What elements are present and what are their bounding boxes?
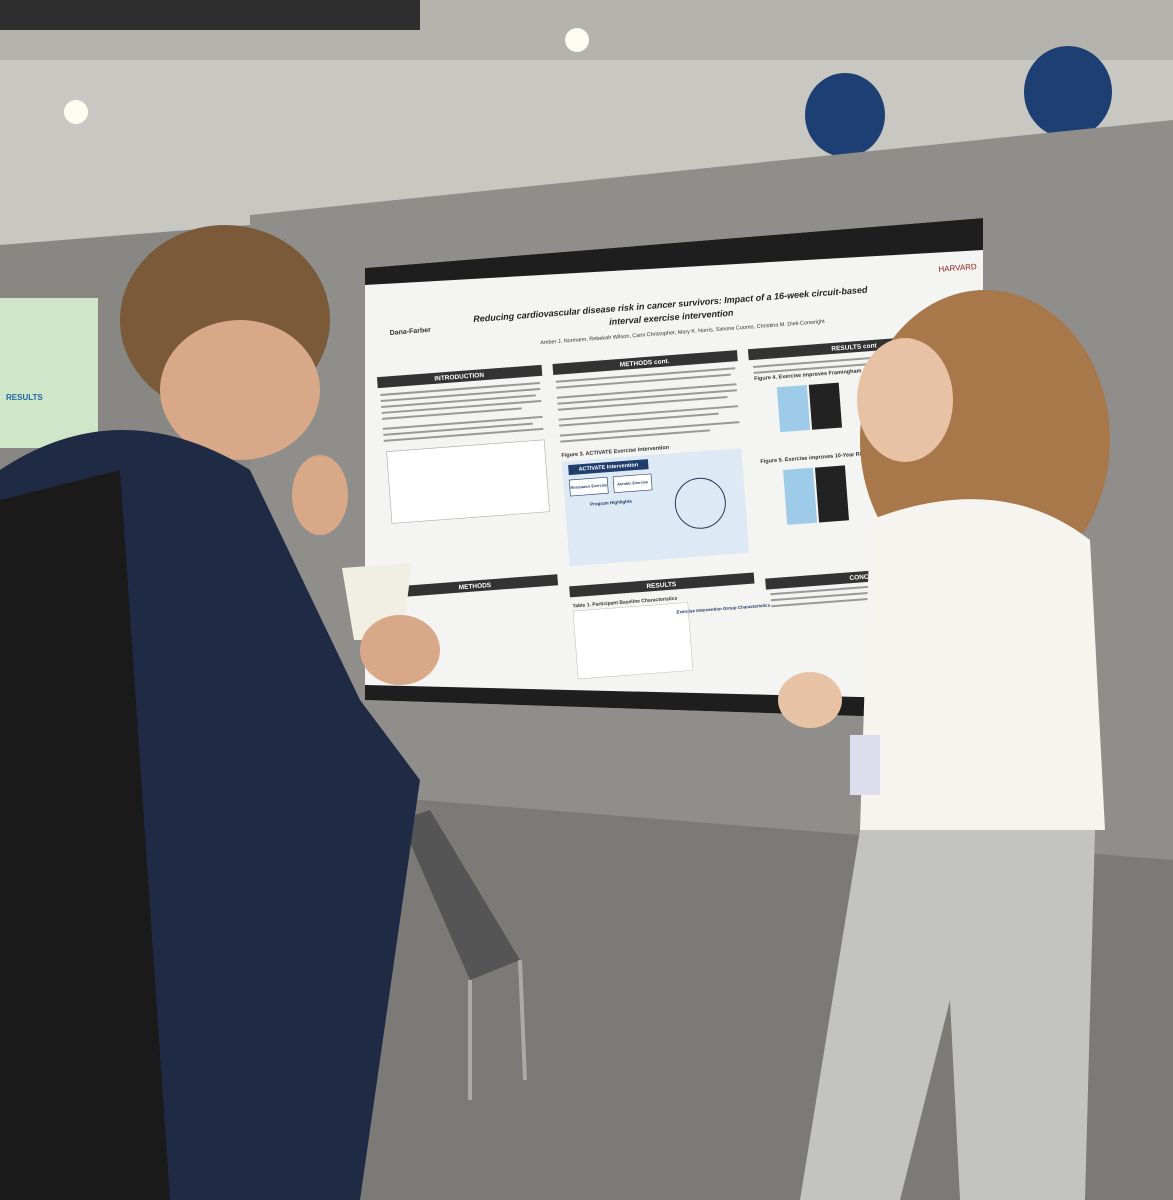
section-bar — [569, 572, 755, 598]
section-bar — [392, 574, 559, 598]
text-line — [560, 429, 710, 443]
section-bar — [552, 350, 738, 375]
intervention-banner — [568, 459, 649, 476]
table-1 — [572, 602, 694, 680]
section-bar — [747, 337, 909, 361]
text-line — [557, 389, 738, 405]
text-line — [382, 407, 522, 420]
chart-bar — [808, 382, 843, 430]
text-line — [557, 395, 728, 411]
chair — [400, 810, 520, 980]
section-heading: RESULTS cont — [831, 342, 878, 352]
section-heading: METHODS cont. — [620, 358, 670, 369]
exercise-circuit — [674, 477, 726, 529]
figure-1 — [386, 439, 550, 524]
text-line — [556, 383, 737, 399]
logo-text: Dana-Farber — [389, 327, 431, 337]
text-line — [381, 394, 536, 408]
section-bar — [376, 364, 543, 389]
text-line — [380, 381, 540, 396]
figure-3 — [561, 448, 750, 567]
badge — [850, 735, 880, 795]
chart-bar — [814, 465, 850, 523]
light — [565, 28, 589, 52]
section-heading: METHODS — [458, 582, 492, 591]
text-line — [382, 415, 543, 430]
body-text-lines — [380, 354, 921, 608]
text-line — [383, 422, 533, 436]
duct — [1024, 46, 1112, 138]
exercise-box — [612, 473, 653, 494]
text-line — [558, 405, 739, 421]
side-poster-heading: RESULTS — [6, 393, 43, 402]
text-line — [559, 412, 719, 427]
text-line — [380, 387, 541, 402]
chart-bar — [783, 467, 818, 525]
program-highlights: Program Highlights — [590, 499, 633, 507]
exercise-box — [568, 476, 609, 497]
text-line — [381, 399, 542, 414]
exercise-box-label: Resistance Exercise — [570, 483, 607, 490]
woman-shirt — [860, 499, 1105, 830]
poster-header-bar — [365, 218, 983, 285]
chair-leg — [518, 959, 527, 1081]
text-line — [383, 427, 544, 442]
hand — [778, 672, 842, 728]
duct — [805, 73, 885, 157]
text-line — [556, 373, 731, 389]
section-heading: INTRODUCTION — [434, 372, 485, 383]
side-poster — [0, 298, 98, 448]
truss — [0, 0, 420, 30]
woman-face — [857, 338, 953, 462]
text-line — [555, 367, 736, 383]
poster-content: Reducing cardiovascular disease risk in … — [376, 262, 977, 680]
section-heading: RESULTS — [646, 581, 677, 590]
text-line — [559, 421, 740, 437]
backpack — [0, 470, 170, 1200]
chart-bar — [776, 384, 811, 433]
text-line — [753, 354, 903, 368]
hand — [292, 455, 348, 535]
intervention-title: ACTIVATE Intervention — [578, 462, 639, 473]
man-face — [160, 320, 320, 460]
text-line — [753, 362, 874, 374]
hand — [360, 615, 440, 685]
woman-trousers — [800, 830, 1095, 1200]
logo-text: HARVARD — [938, 262, 977, 274]
light — [64, 100, 88, 124]
exercise-box-label: Aerobic Exercise — [617, 480, 648, 486]
